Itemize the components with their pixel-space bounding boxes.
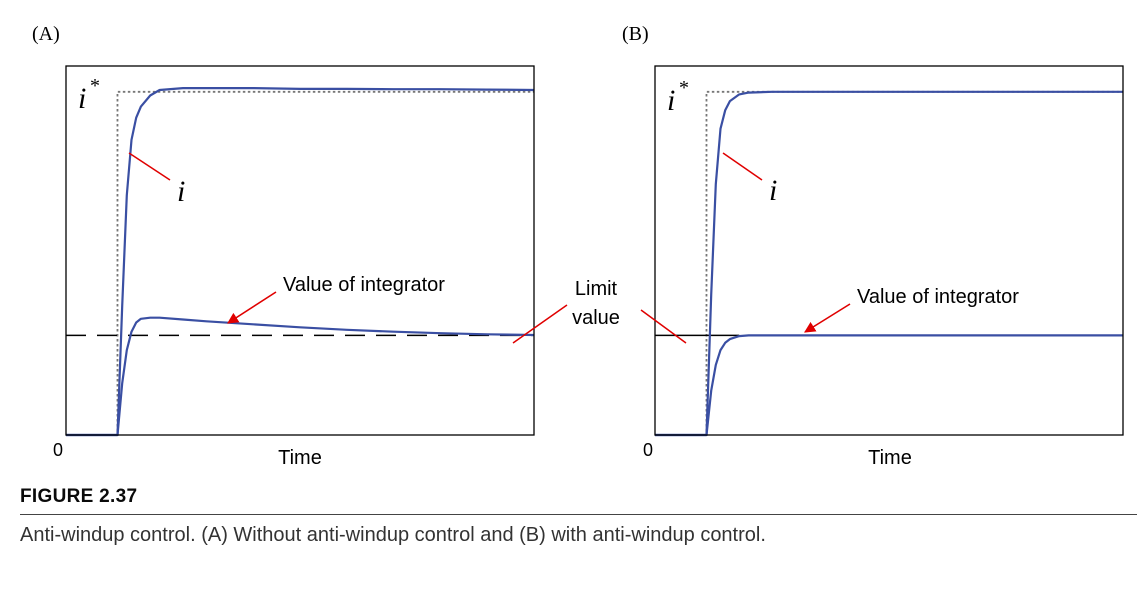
- figure-title: FIGURE 2.37: [20, 486, 138, 507]
- panel-a-i-leader: [128, 152, 171, 181]
- panel-b-integrator-label: Value of integrator: [857, 286, 1019, 308]
- panel-b-current-line: [655, 90, 1123, 437]
- limit-value-annotation: Limit value: [512, 278, 687, 344]
- panel-a-reference-group: [66, 90, 534, 436]
- panel-b-reference-group: [655, 90, 1123, 436]
- panel-a-reference-label: i: [78, 82, 86, 115]
- panel-a: (A) 0 Time i * i Value of integrator: [32, 23, 535, 469]
- panel-b-frame: [654, 65, 1124, 436]
- panel-b-series-group: [655, 90, 1123, 437]
- limit-leader-b: [640, 309, 687, 344]
- figure-canvas: (A) 0 Time i * i Value of integrator (B)…: [32, 23, 1124, 469]
- panel-a-integrator-arrow: [227, 291, 277, 324]
- panel-b-integrator-line: [655, 334, 1123, 437]
- panel-b-reference-step: [655, 90, 1123, 436]
- panel-a-frame: [65, 65, 535, 436]
- panel-a-reference-sup: *: [90, 75, 100, 97]
- panel-a-reference-step: [66, 90, 534, 436]
- panel-b-integrator-arrow: [804, 303, 851, 333]
- panel-b: (B) 0 Time i * i Value of integrator: [622, 23, 1124, 469]
- figure-caption: Anti-windup control. (A) Without anti-wi…: [20, 524, 766, 546]
- panel-a-integrator-label: Value of integrator: [283, 274, 445, 296]
- caption-divider: [20, 514, 1137, 515]
- limit-leader-a: [512, 304, 568, 344]
- panel-b-series-label: i: [769, 174, 777, 207]
- panel-b-reference-label: i: [667, 84, 675, 117]
- panel-b-origin-label: 0: [643, 440, 653, 460]
- limit-label-line1: Limit: [575, 278, 618, 300]
- panel-b-x-axis-label: Time: [868, 447, 912, 469]
- panel-a-series-group: [66, 86, 535, 437]
- panel-a-series-label: i: [177, 175, 185, 208]
- panel-b-reference-sup: *: [679, 77, 689, 99]
- panel-b-i-leader: [722, 152, 763, 181]
- panel-a-origin-label: 0: [53, 440, 63, 460]
- panel-a-letter: (A): [32, 23, 60, 45]
- panel-a-x-axis-label: Time: [278, 447, 322, 469]
- panel-b-letter: (B): [622, 23, 649, 45]
- limit-label-line2: value: [572, 307, 620, 329]
- panel-a-current-line: [66, 86, 535, 437]
- panel-a-integrator-line: [66, 316, 535, 437]
